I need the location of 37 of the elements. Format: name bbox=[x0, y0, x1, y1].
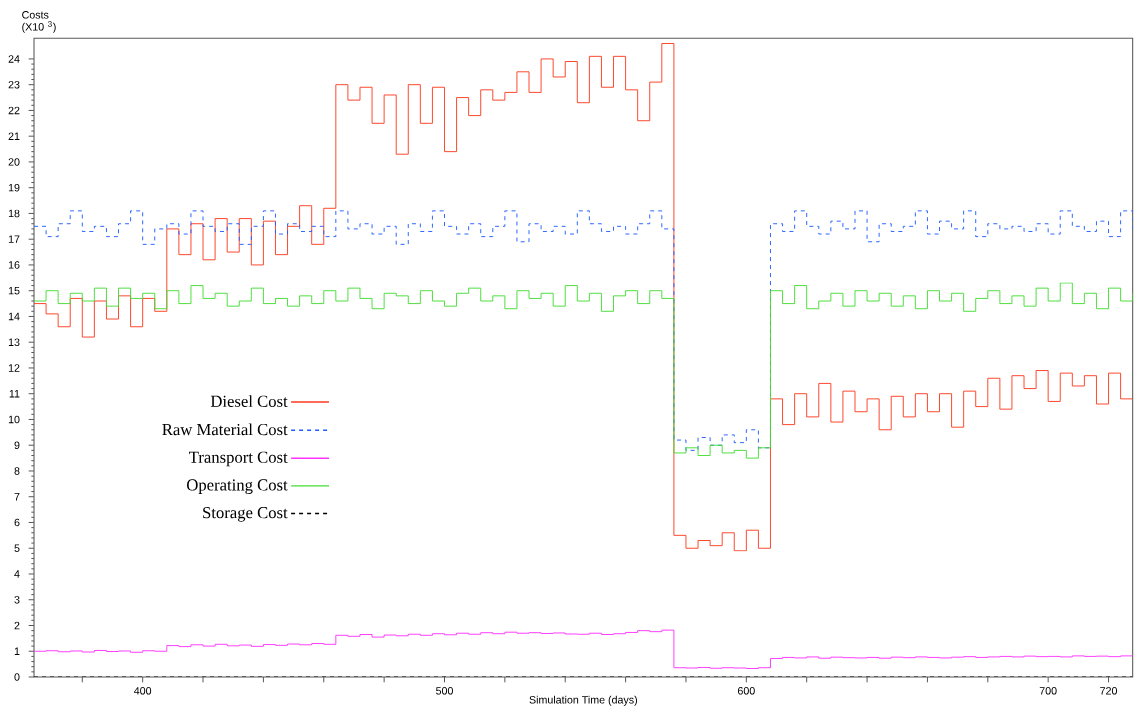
y-tick-label: 2 bbox=[14, 621, 20, 630]
legend-label: Diesel Cost bbox=[210, 395, 288, 407]
y-axis-title: Costs (X10 $^{3}$) bbox=[22, 11, 56, 33]
x-tick-label: 700 bbox=[1039, 687, 1057, 695]
y-tick-label: 13 bbox=[8, 338, 20, 346]
y-tick-label: 10 bbox=[8, 415, 20, 424]
y-tick-label: 22 bbox=[8, 106, 20, 115]
y-tick-label: 11 bbox=[9, 390, 20, 398]
x-tick-label: 400 bbox=[134, 687, 152, 695]
y-tick-label: 21 bbox=[8, 132, 20, 140]
y-tick-label: 4 bbox=[14, 570, 20, 578]
y-tick-label: 0 bbox=[14, 673, 20, 681]
y-tick-label: 18 bbox=[8, 209, 20, 218]
y-tick-label: 24 bbox=[8, 55, 20, 63]
y-tick-label: 5 bbox=[14, 544, 20, 552]
legend-label: Operating Cost bbox=[187, 479, 288, 494]
legend-label: Raw Material Cost bbox=[162, 423, 288, 436]
y-tick-label: 20 bbox=[8, 158, 20, 166]
y-tick-label: 3 bbox=[14, 595, 20, 604]
y-tick-label: 7 bbox=[14, 493, 20, 501]
y-tick-label: 17 bbox=[8, 235, 20, 243]
y-tick-label: 15 bbox=[8, 286, 20, 295]
legend-label: Transport Cost bbox=[189, 451, 288, 467]
y-tick-label: 19 bbox=[8, 183, 20, 192]
y-tick-label: 9 bbox=[14, 441, 20, 449]
x-tick-label: 500 bbox=[436, 687, 453, 695]
x-axis-title: Simulation Time (days) bbox=[529, 695, 637, 706]
y-tick-label: 16 bbox=[8, 261, 20, 269]
y-tick-label: 8 bbox=[14, 467, 20, 475]
y-tick-label: 23 bbox=[8, 80, 20, 89]
y-tick-label: 14 bbox=[8, 312, 20, 321]
y-tick-label: 12 bbox=[8, 364, 20, 372]
y-tick-label: 6 bbox=[14, 518, 20, 527]
x-tick-label: 600 bbox=[737, 687, 755, 695]
legend-label: Storage Cost bbox=[203, 507, 288, 522]
y-tick-label: 1 bbox=[14, 647, 20, 655]
x-tick-label: 720 bbox=[1100, 687, 1118, 695]
